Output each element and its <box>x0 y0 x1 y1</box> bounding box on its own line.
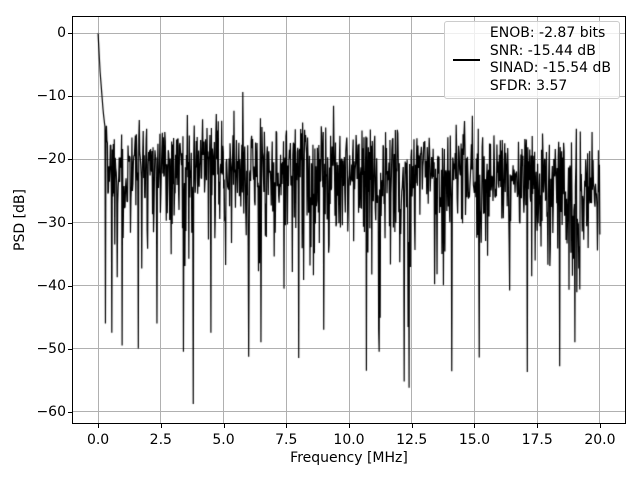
legend-text-line-sfdr: SFDR: 3.57 <box>489 77 568 94</box>
y-tick <box>68 222 72 224</box>
legend-text-line-enob: ENOB: -2.87 bits <box>489 25 606 41</box>
x-tick-label: 0.0 <box>86 432 110 448</box>
x-tick-label: 7.5 <box>275 432 298 448</box>
x-tick <box>98 424 100 428</box>
x-tick <box>349 424 350 428</box>
x-tick-label: 10.0 <box>333 432 365 448</box>
y-tick-label: −60 <box>36 403 66 420</box>
y-tick <box>68 348 72 350</box>
x-tick <box>160 424 162 428</box>
x-axis-label: Frequency [MHz] <box>290 450 408 466</box>
legend-text: ENOB: -2.87 bits SNR: -15.44 dB SINAD: -… <box>490 25 611 95</box>
y-tick <box>68 285 72 287</box>
y-tick <box>68 96 72 98</box>
x-tick <box>474 424 476 428</box>
y-tick-label: −40 <box>36 277 66 294</box>
y-tick <box>68 411 72 413</box>
x-tick <box>411 424 413 428</box>
x-tick-label: 12.5 <box>396 432 428 448</box>
x-tick-label: 17.5 <box>521 432 553 448</box>
y-tick-label: 0 <box>57 25 66 42</box>
y-tick-label: −10 <box>36 88 66 105</box>
y-tick-label: −30 <box>36 214 66 231</box>
x-tick <box>286 424 288 428</box>
legend-line-sample <box>452 59 480 61</box>
y-tick <box>68 159 72 161</box>
y-tick <box>68 33 72 35</box>
x-tick-label: 15.0 <box>458 432 491 448</box>
legend-text-line-snr: SNR: -15.44 dB <box>489 42 596 59</box>
legend-text-line-sinad: SINAD: -15.54 dB <box>489 60 611 76</box>
x-tick <box>599 424 601 428</box>
y-tick-label: −50 <box>36 340 66 357</box>
x-tick-label: 5.0 <box>212 432 235 448</box>
x-tick <box>223 424 225 428</box>
x-tick <box>537 424 539 428</box>
legend: ENOB: -2.87 bits SNR: -15.44 dB SINAD: -… <box>443 21 620 99</box>
x-tick-label: 20.0 <box>584 432 616 448</box>
y-tick-label: −20 <box>36 151 66 168</box>
x-tick-label: 2.5 <box>149 432 172 448</box>
